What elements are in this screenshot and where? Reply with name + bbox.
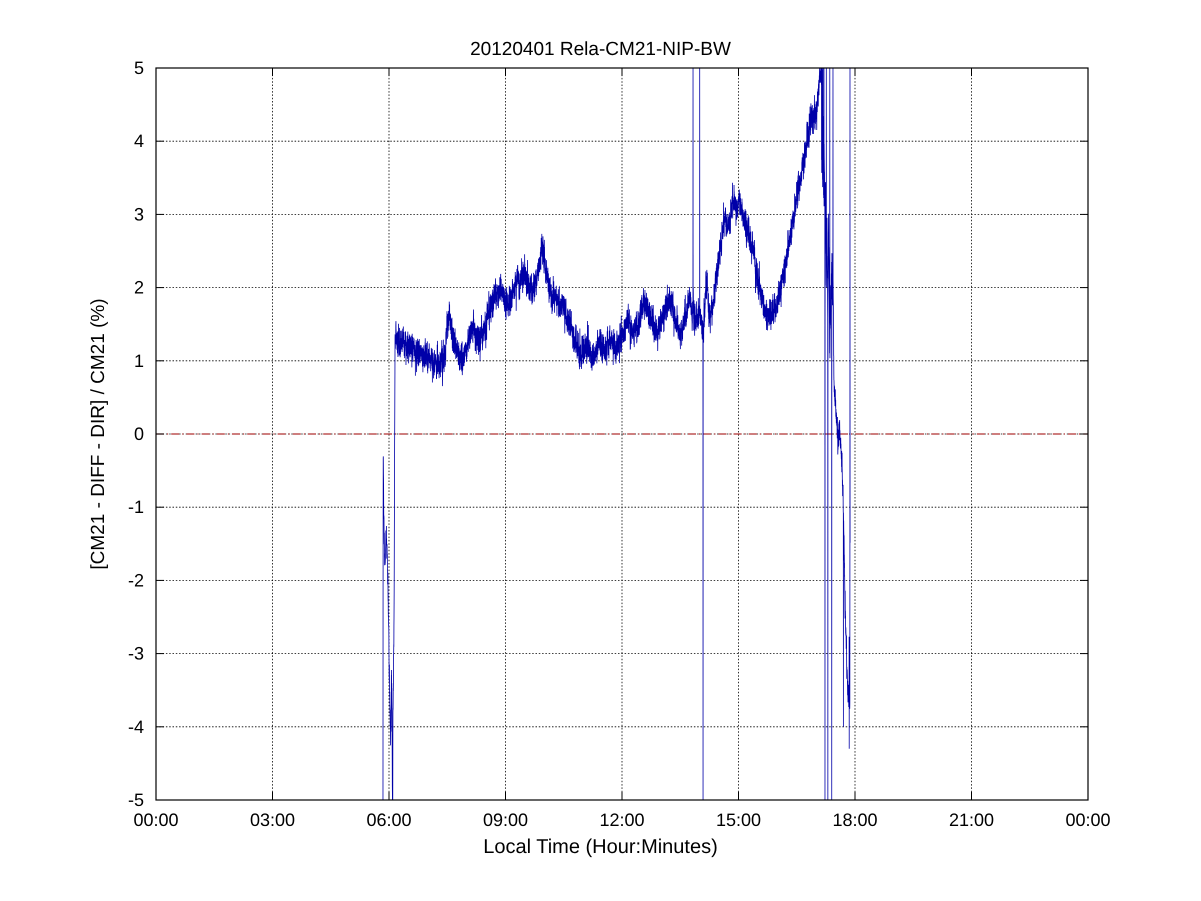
svg-text:21:00: 21:00 — [949, 810, 994, 830]
svg-text:-1: -1 — [128, 497, 144, 517]
svg-text:18:00: 18:00 — [832, 810, 877, 830]
svg-text:4: 4 — [134, 131, 144, 151]
svg-text:00:00: 00:00 — [1065, 810, 1110, 830]
svg-text:1: 1 — [134, 351, 144, 371]
svg-text:3: 3 — [134, 204, 144, 224]
svg-text:00:00: 00:00 — [133, 810, 178, 830]
svg-text:03:00: 03:00 — [250, 810, 295, 830]
svg-text:15:00: 15:00 — [716, 810, 761, 830]
svg-text:0: 0 — [134, 424, 144, 444]
svg-text:-4: -4 — [128, 717, 144, 737]
svg-text:12:00: 12:00 — [599, 810, 644, 830]
svg-text:2: 2 — [134, 278, 144, 298]
svg-text:-5: -5 — [128, 790, 144, 810]
svg-text:-3: -3 — [128, 644, 144, 664]
svg-text:5: 5 — [134, 58, 144, 78]
svg-text:-2: -2 — [128, 570, 144, 590]
svg-text:06:00: 06:00 — [366, 810, 411, 830]
svg-text:09:00: 09:00 — [483, 810, 528, 830]
